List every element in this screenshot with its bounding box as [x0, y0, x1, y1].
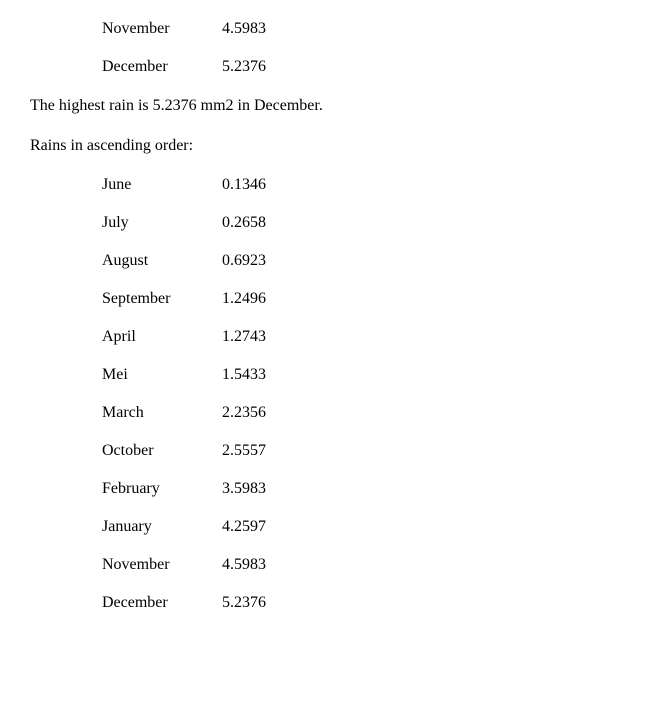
- table-row: January 4.2597: [30, 508, 640, 546]
- table-row: November 4.5983: [30, 10, 640, 48]
- value-cell: 1.2743: [222, 325, 266, 349]
- table-row: September 1.2496: [30, 280, 640, 318]
- table-row: November 4.5983: [30, 546, 640, 584]
- month-cell: August: [102, 249, 222, 273]
- table-row: December 5.2376: [30, 48, 640, 86]
- value-cell: 0.6923: [222, 249, 266, 273]
- table-row: February 3.5983: [30, 470, 640, 508]
- table-row: October 2.5557: [30, 432, 640, 470]
- value-cell: 3.5983: [222, 477, 266, 501]
- table-row: March 2.2356: [30, 394, 640, 432]
- month-cell: February: [102, 477, 222, 501]
- highest-rain-text: The highest rain is 5.2376 mm2 in Decemb…: [30, 86, 640, 126]
- month-cell: November: [102, 553, 222, 577]
- ascending-heading: Rains in ascending order:: [30, 126, 640, 166]
- value-cell: 5.2376: [222, 591, 266, 615]
- month-cell: June: [102, 173, 222, 197]
- value-cell: 2.2356: [222, 401, 266, 425]
- value-cell: 0.2658: [222, 211, 266, 235]
- table-row: July 0.2658: [30, 204, 640, 242]
- month-cell: July: [102, 211, 222, 235]
- value-cell: 5.2376: [222, 55, 266, 79]
- table-row: December 5.2376: [30, 584, 640, 622]
- month-cell: November: [102, 17, 222, 41]
- month-cell: January: [102, 515, 222, 539]
- month-cell: October: [102, 439, 222, 463]
- table-row: Mei 1.5433: [30, 356, 640, 394]
- month-cell: April: [102, 325, 222, 349]
- month-cell: December: [102, 55, 222, 79]
- table-row: June 0.1346: [30, 166, 640, 204]
- value-cell: 4.2597: [222, 515, 266, 539]
- document-page: November 4.5983 December 5.2376 The high…: [0, 0, 670, 632]
- value-cell: 0.1346: [222, 173, 266, 197]
- value-cell: 4.5983: [222, 17, 266, 41]
- table-row: August 0.6923: [30, 242, 640, 280]
- month-cell: December: [102, 591, 222, 615]
- month-cell: March: [102, 401, 222, 425]
- value-cell: 1.2496: [222, 287, 266, 311]
- value-cell: 1.5433: [222, 363, 266, 387]
- month-cell: September: [102, 287, 222, 311]
- month-cell: Mei: [102, 363, 222, 387]
- table-row: April 1.2743: [30, 318, 640, 356]
- value-cell: 2.5557: [222, 439, 266, 463]
- value-cell: 4.5983: [222, 553, 266, 577]
